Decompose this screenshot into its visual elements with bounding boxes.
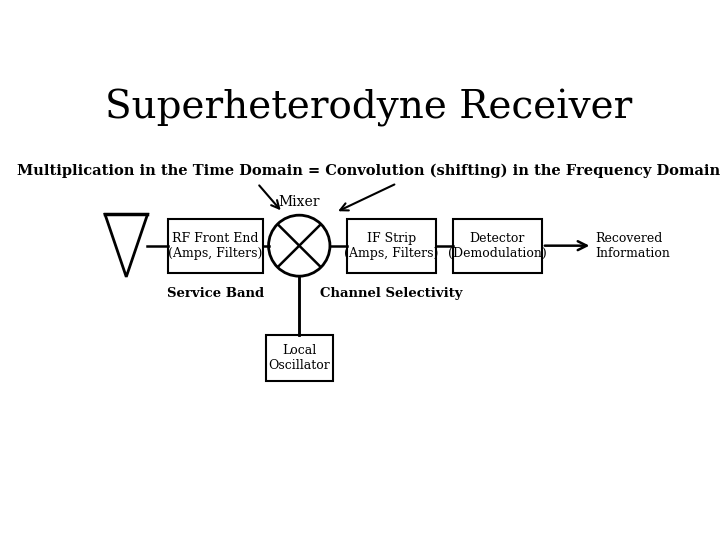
Bar xyxy=(168,219,263,273)
Text: Multiplication in the Time Domain = Convolution (shifting) in the Frequency Doma: Multiplication in the Time Domain = Conv… xyxy=(17,164,720,178)
Text: Detector
(Demodulation): Detector (Demodulation) xyxy=(448,232,546,260)
Text: Superheterodyne Receiver: Superheterodyne Receiver xyxy=(105,90,633,127)
Text: Service Band: Service Band xyxy=(167,287,264,300)
Bar xyxy=(347,219,436,273)
Text: IF Strip
(Amps, Filters): IF Strip (Amps, Filters) xyxy=(344,232,438,260)
Bar xyxy=(266,335,333,381)
Text: Recovered
Information: Recovered Information xyxy=(595,232,670,260)
Polygon shape xyxy=(105,214,148,277)
Text: Local
Oscillator: Local Oscillator xyxy=(269,344,330,372)
Ellipse shape xyxy=(269,215,330,276)
Text: RF Front End
(Amps, Filters): RF Front End (Amps, Filters) xyxy=(168,232,263,260)
Text: Mixer: Mixer xyxy=(279,195,320,209)
Bar xyxy=(453,219,542,273)
Text: Channel Selectivity: Channel Selectivity xyxy=(320,287,462,300)
